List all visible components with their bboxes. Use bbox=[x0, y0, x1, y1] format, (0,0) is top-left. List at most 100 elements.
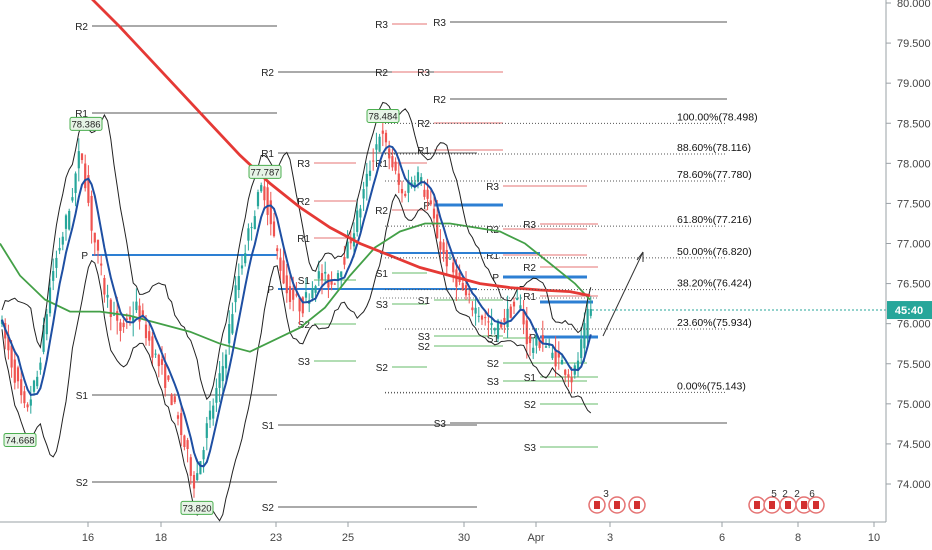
y-tick-label: 74.500 bbox=[897, 439, 931, 451]
candle-body bbox=[132, 315, 135, 323]
pivot-label-s2: S2 bbox=[262, 503, 275, 514]
candle-body bbox=[141, 310, 144, 316]
fib-label: 50.00%(76.820) bbox=[677, 246, 752, 258]
candle-body bbox=[93, 232, 96, 243]
pivot-label-s2: S2 bbox=[418, 342, 431, 353]
candle-body bbox=[151, 336, 154, 358]
candle-body bbox=[80, 153, 84, 161]
candle-body bbox=[244, 253, 247, 264]
candle-body bbox=[378, 136, 381, 152]
candle-body bbox=[416, 172, 420, 182]
candle-body bbox=[74, 173, 77, 193]
forecast-arrow-line bbox=[602, 251, 644, 337]
candle-body bbox=[407, 182, 410, 193]
candle-body bbox=[234, 285, 237, 303]
candle-body bbox=[423, 189, 426, 197]
last-price-tag-bg bbox=[887, 301, 932, 320]
candle-body bbox=[452, 262, 455, 273]
candle-body bbox=[128, 316, 132, 320]
candle-body bbox=[432, 208, 436, 219]
pivot-label-s1: S1 bbox=[524, 373, 537, 384]
candle-body bbox=[343, 256, 346, 265]
price-flag-label: 77.787 bbox=[250, 167, 279, 178]
pivot-label-s2: S2 bbox=[76, 478, 89, 489]
pivot-label-r3: R3 bbox=[486, 182, 499, 193]
price-flag bbox=[69, 116, 103, 131]
pivot-label-r3: R3 bbox=[433, 18, 446, 29]
fibonacci-retracement: 100.00%(78.498) 88.60%(78.116) 78.60%(77.7… bbox=[385, 111, 758, 393]
candle-body bbox=[445, 249, 448, 267]
candle-body bbox=[474, 307, 477, 314]
candle-body bbox=[324, 271, 327, 274]
x-tick-label: 10 bbox=[868, 532, 880, 544]
candle-body bbox=[13, 359, 16, 383]
candle-body bbox=[170, 394, 173, 406]
last-price-tag-text: 45:40 bbox=[895, 305, 923, 317]
candle-body bbox=[52, 271, 55, 281]
x-tick-label: 6 bbox=[719, 532, 725, 544]
candle-body bbox=[336, 273, 340, 280]
x-tick-label: 16 bbox=[82, 532, 94, 544]
y-axis[interactable]: 80.000 79.500 79.000 78.500 78.000 77.500 77.0… bbox=[886, 0, 931, 491]
candle-body bbox=[532, 347, 535, 353]
pivot-label-r2: R2 bbox=[261, 68, 274, 79]
candle-body bbox=[173, 396, 176, 403]
candle-body bbox=[400, 189, 404, 194]
candle-body bbox=[45, 314, 48, 335]
price-labels: 78.386 74.668 77.787 73.820 78.484 bbox=[3, 109, 400, 515]
candle-body bbox=[314, 286, 317, 293]
candle-body bbox=[100, 263, 103, 266]
y-tick-label: 76.000 bbox=[897, 319, 931, 331]
candle-body bbox=[7, 334, 10, 351]
plot-area[interactable]: R2R1PS1S2R2R1PS1S2R3R2S3R3R2R1R2S1S3S2R3… bbox=[0, 0, 886, 522]
candle-body bbox=[564, 369, 567, 375]
x-axis[interactable]: 16 18 23 25 30 Apr 3 6 8 10 bbox=[82, 522, 880, 544]
candle-body bbox=[298, 297, 301, 312]
candle-body bbox=[20, 379, 23, 396]
candle-body bbox=[333, 283, 336, 285]
x-tick-label: Apr bbox=[527, 532, 544, 544]
candle-body bbox=[461, 282, 464, 291]
pivot-label-s3: S3 bbox=[298, 357, 311, 368]
event-flag-inner bbox=[801, 501, 807, 509]
candle-body bbox=[471, 307, 474, 311]
candle-body bbox=[480, 315, 484, 320]
pivot-label-r1: R1 bbox=[375, 159, 388, 170]
candle-body bbox=[557, 351, 560, 358]
forecast-arrow-head bbox=[636, 251, 644, 262]
price-flag bbox=[180, 500, 214, 515]
pivot-label-r2: R2 bbox=[75, 22, 88, 33]
candle-body bbox=[279, 257, 282, 271]
candle-body bbox=[368, 170, 372, 176]
pivot-label-r1: R1 bbox=[486, 251, 499, 262]
candle-body bbox=[144, 324, 148, 339]
y-tick-label: 79.000 bbox=[897, 78, 931, 90]
candle-body bbox=[544, 346, 548, 348]
candle-body bbox=[253, 216, 256, 230]
candle-body bbox=[551, 352, 554, 359]
candle-body bbox=[125, 318, 128, 320]
pivot-label-r1: R1 bbox=[75, 109, 88, 120]
y-tick-label: 75.000 bbox=[897, 399, 931, 411]
candle-body bbox=[535, 334, 538, 346]
x-tick-label: 23 bbox=[270, 532, 282, 544]
candle-body bbox=[500, 323, 503, 328]
fib-label: 38.20%(76.424) bbox=[677, 278, 752, 290]
candle-body bbox=[55, 257, 58, 268]
candle-body bbox=[295, 294, 298, 296]
candle-body bbox=[282, 260, 285, 284]
candle-body bbox=[436, 214, 439, 239]
pivot-label-r2: R2 bbox=[375, 68, 388, 79]
candle-body bbox=[570, 377, 573, 383]
price-flag bbox=[3, 432, 37, 447]
pivot-label-r2: R2 bbox=[375, 206, 388, 217]
candle-body bbox=[202, 450, 205, 460]
candle-body bbox=[586, 308, 589, 337]
event-count: 2 bbox=[794, 489, 800, 500]
pivot-label-r2: R2 bbox=[433, 95, 446, 106]
candle-body bbox=[208, 410, 212, 420]
candle-body bbox=[426, 189, 429, 199]
candle-body bbox=[218, 373, 221, 388]
